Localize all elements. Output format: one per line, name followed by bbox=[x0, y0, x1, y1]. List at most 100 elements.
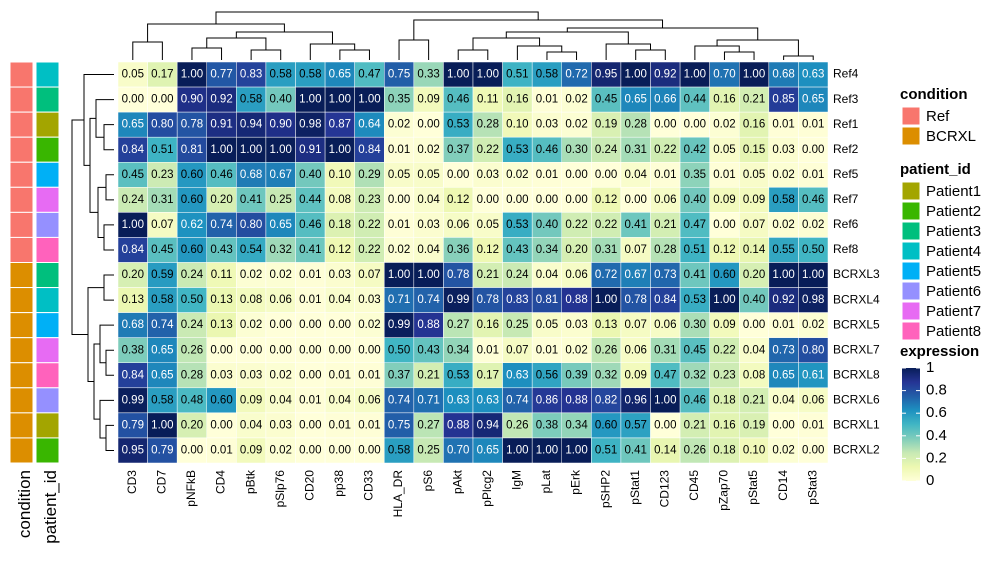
heatmap-cell bbox=[265, 187, 296, 213]
cell-label: 0.00 bbox=[477, 194, 499, 206]
cell-label: 0.64 bbox=[358, 119, 381, 131]
heatmap-cell bbox=[768, 212, 799, 238]
cell-label: 0.51 bbox=[684, 244, 706, 256]
cell-label: 0.73 bbox=[654, 269, 676, 281]
cell-label: 1.00 bbox=[270, 144, 292, 156]
cell-label: 0.12 bbox=[329, 244, 351, 256]
cell-label: 0.22 bbox=[654, 144, 676, 156]
cell-label: 0.63 bbox=[477, 394, 499, 406]
cell-label: 0.26 bbox=[181, 344, 203, 356]
cell-label: 0.00 bbox=[299, 445, 321, 457]
legend-label: Patient5 bbox=[926, 263, 981, 280]
cell-label: 0.22 bbox=[595, 219, 617, 231]
heatmap-cell bbox=[236, 237, 267, 263]
heatmap-cell bbox=[176, 86, 208, 113]
heatmap-cell bbox=[413, 437, 444, 464]
heatmap-cell bbox=[679, 212, 710, 238]
colorbar-tick-label: 0 bbox=[926, 472, 934, 489]
heatmap-cell bbox=[591, 312, 622, 338]
cell-label: 0.02 bbox=[772, 219, 794, 231]
heatmap-cell bbox=[265, 387, 296, 414]
cell-label: 0.24 bbox=[506, 269, 529, 281]
cell-label: 0.01 bbox=[358, 369, 380, 381]
cell-label: 0.40 bbox=[743, 294, 765, 306]
cell-label: 0.40 bbox=[299, 169, 321, 181]
annotation-cell bbox=[9, 387, 34, 414]
heatmap-cell bbox=[295, 136, 326, 163]
cell-label: 0.70 bbox=[447, 445, 469, 457]
cell-label: 0.25 bbox=[270, 194, 292, 206]
annotation-cell bbox=[35, 312, 60, 339]
cell-label: 0.51 bbox=[595, 445, 617, 457]
heatmap-cell bbox=[413, 162, 444, 188]
cell-label: 0.20 bbox=[122, 269, 144, 281]
heatmap-cell bbox=[709, 337, 740, 363]
heatmap-cell bbox=[236, 111, 267, 138]
cell-label: 0.21 bbox=[743, 94, 765, 106]
heatmap-cell bbox=[443, 136, 474, 163]
cell-label: 0.90 bbox=[270, 119, 292, 131]
cell-label: 0.60 bbox=[713, 269, 735, 281]
cell-label: 0.03 bbox=[477, 169, 499, 181]
cell-label: 0.79 bbox=[151, 445, 173, 457]
heatmap-cell bbox=[295, 262, 326, 288]
cell-label: 0.81 bbox=[181, 144, 203, 156]
heatmap-cell bbox=[206, 287, 237, 313]
cell-label: 0.17 bbox=[477, 369, 499, 381]
cell-label: 0.00 bbox=[654, 419, 676, 431]
cell-label: 0.03 bbox=[417, 219, 439, 231]
cell-label: 0.13 bbox=[210, 294, 232, 306]
cell-label: 0.16 bbox=[713, 419, 735, 431]
cell-label: 0.28 bbox=[625, 119, 647, 131]
cell-label: 0.68 bbox=[772, 69, 794, 81]
cell-label: 0.26 bbox=[684, 445, 706, 457]
cell-label: 0.72 bbox=[565, 69, 587, 81]
heatmap-cell bbox=[472, 111, 503, 138]
cell-label: 0.06 bbox=[625, 344, 647, 356]
cell-label: 0.06 bbox=[565, 269, 587, 281]
heatmap-cell bbox=[236, 337, 267, 363]
cell-label: 1.00 bbox=[506, 445, 528, 457]
cell-label: 0.40 bbox=[684, 194, 706, 206]
annotation-cell bbox=[9, 412, 34, 439]
heatmap-cell bbox=[650, 412, 681, 439]
heatmap-cell bbox=[798, 412, 829, 439]
heatmap-cell bbox=[679, 262, 710, 288]
cell-label: 0.07 bbox=[625, 244, 647, 256]
heatmap-cell bbox=[650, 136, 681, 163]
heatmap-cell bbox=[117, 337, 148, 363]
cell-label: 0.01 bbox=[772, 319, 794, 331]
heatmap-cell bbox=[561, 287, 592, 313]
heatmap-cell bbox=[236, 412, 267, 439]
cell-label: 0.79 bbox=[122, 419, 144, 431]
cell-label: 0.37 bbox=[388, 369, 410, 381]
heatmap-cell bbox=[798, 61, 829, 88]
heatmap-cell bbox=[591, 362, 622, 389]
heatmap-cell bbox=[798, 111, 829, 138]
heatmap-cell bbox=[591, 162, 622, 188]
cell-label: 0.36 bbox=[447, 244, 469, 256]
column-label: pLat bbox=[539, 469, 553, 493]
cell-label: 0.01 bbox=[713, 169, 735, 181]
heatmap-cell bbox=[265, 111, 296, 138]
cell-label: 0.81 bbox=[536, 294, 558, 306]
cell-label: 0.00 bbox=[299, 419, 321, 431]
heatmap-cell bbox=[413, 387, 444, 414]
heatmap-cell bbox=[176, 61, 208, 88]
legend-label: Ref bbox=[926, 108, 950, 125]
cell-label: 0.58 bbox=[270, 69, 292, 81]
cell-label: 0.02 bbox=[713, 119, 735, 131]
heatmap-cell bbox=[117, 187, 148, 213]
cell-label: 0.80 bbox=[151, 119, 173, 131]
heatmap-cell bbox=[739, 111, 770, 138]
cell-label: 0.91 bbox=[210, 119, 232, 131]
heatmap-cell bbox=[561, 262, 592, 288]
heatmap-cell bbox=[709, 312, 740, 338]
heatmap-cell bbox=[531, 86, 563, 113]
heatmap-cell bbox=[679, 61, 710, 88]
heatmap-cell bbox=[265, 212, 296, 238]
cell-label: 0.05 bbox=[536, 319, 558, 331]
cell-label: 0.34 bbox=[565, 419, 588, 431]
annotation-cell bbox=[35, 161, 60, 188]
annotation-label: condition bbox=[15, 470, 34, 538]
